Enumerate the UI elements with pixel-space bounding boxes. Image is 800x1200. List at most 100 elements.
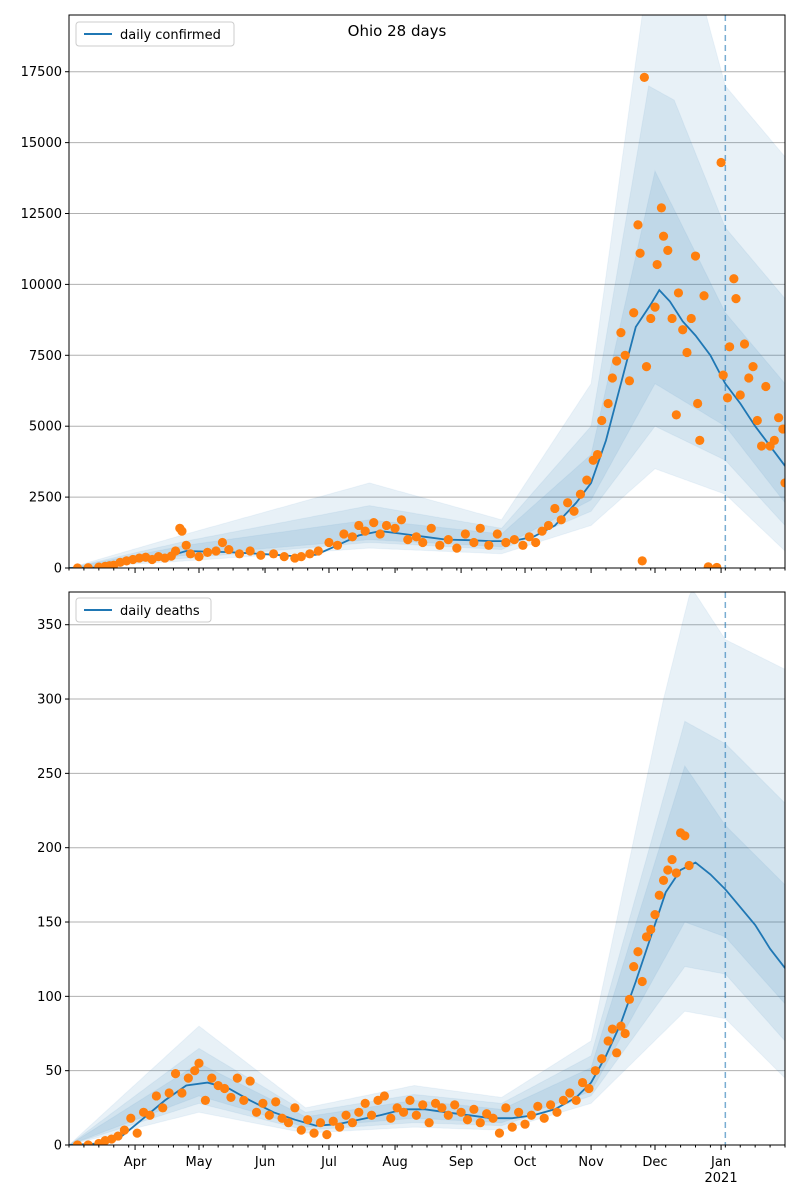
data-point — [437, 1103, 447, 1113]
data-point — [650, 909, 660, 920]
data-point — [624, 376, 635, 386]
data-point — [200, 1095, 210, 1106]
data-point — [671, 868, 681, 878]
x-tick-label: Apr — [124, 1155, 147, 1170]
data-point — [460, 529, 470, 539]
data-point — [239, 1095, 249, 1106]
data-point — [324, 537, 334, 548]
y-tick-label: 10000 — [21, 278, 62, 293]
data-point — [494, 1128, 505, 1138]
data-point — [724, 342, 735, 352]
data-point — [646, 313, 656, 324]
data-point — [612, 1048, 622, 1058]
plot-area — [69, 592, 785, 1145]
data-point — [390, 523, 400, 533]
data-point — [695, 435, 705, 445]
data-point — [126, 1113, 136, 1123]
data-point — [565, 1088, 575, 1098]
data-point — [518, 540, 528, 550]
data-point — [219, 1083, 230, 1094]
data-point — [360, 1098, 370, 1108]
data-point — [484, 540, 494, 550]
data-point — [703, 562, 713, 568]
data-point — [332, 540, 343, 550]
x-tick-label: Nov — [578, 1155, 604, 1170]
data-point — [633, 220, 643, 230]
data-point — [224, 544, 234, 555]
y-tick-label: 100 — [37, 990, 62, 1005]
data-point — [113, 1131, 123, 1141]
data-point — [663, 245, 673, 255]
data-point — [571, 1095, 581, 1106]
data-point — [718, 370, 728, 380]
data-point — [296, 552, 306, 562]
data-point — [424, 1118, 434, 1128]
data-point — [279, 552, 289, 562]
data-point — [584, 1083, 594, 1094]
data-point — [639, 72, 649, 82]
data-point — [524, 532, 534, 542]
data-point — [488, 1113, 498, 1123]
data-point — [620, 350, 630, 360]
data-point — [264, 1110, 274, 1120]
chart-bottom-panel: 0 50 100 150 200 250 300 350 Apr May Jun Jul Aug Sep O… — [37, 591, 786, 1186]
data-point — [592, 449, 603, 460]
data-point — [712, 562, 722, 568]
x-tick-label: Jul — [320, 1155, 337, 1170]
data-point — [537, 526, 547, 536]
plot-area — [69, 15, 785, 568]
data-point — [563, 498, 573, 508]
data-point — [620, 1028, 630, 1039]
data-point — [612, 356, 622, 366]
data-point — [170, 1069, 181, 1079]
data-point — [256, 550, 266, 560]
data-point — [398, 1107, 409, 1117]
data-point — [780, 478, 785, 488]
data-point — [418, 1100, 428, 1110]
data-point — [83, 563, 93, 568]
data-point — [296, 1125, 306, 1135]
data-point — [501, 1103, 511, 1113]
data-point — [381, 520, 392, 531]
data-point — [699, 291, 709, 301]
data-point — [739, 339, 750, 349]
data-point — [658, 231, 669, 241]
y-tick-label: 200 — [37, 841, 62, 856]
data-point — [667, 854, 677, 865]
data-point — [729, 274, 739, 284]
data-point — [682, 347, 692, 358]
data-point — [181, 540, 191, 550]
data-point — [303, 1115, 313, 1125]
x-tick-label: Dec — [642, 1155, 667, 1170]
data-point — [686, 313, 696, 324]
data-point — [575, 489, 586, 499]
data-point — [526, 1110, 537, 1120]
x-tick-label: Jun — [254, 1155, 275, 1170]
confidence-band — [69, 592, 785, 1145]
legend-box — [75, 21, 235, 47]
data-point — [245, 1076, 255, 1086]
legend-top: daily confirmed — [75, 21, 235, 47]
y-tick-label: 300 — [37, 693, 62, 708]
data-point — [245, 546, 255, 556]
data-point — [629, 308, 639, 318]
data-point — [556, 515, 566, 525]
x-tick-label: Aug — [382, 1155, 407, 1170]
data-point — [629, 962, 639, 972]
data-point — [774, 413, 784, 423]
data-point — [716, 157, 726, 168]
data-point — [277, 1113, 287, 1123]
data-point — [283, 1118, 294, 1128]
y-tick-label: 150 — [37, 916, 62, 931]
confidence-band — [69, 169, 785, 568]
data-point — [514, 1107, 524, 1117]
data-point — [315, 1118, 326, 1128]
data-point — [392, 1103, 402, 1113]
data-point — [430, 1098, 441, 1108]
y-tick-label: 7500 — [29, 349, 62, 364]
data-point — [690, 251, 701, 261]
y-tick-label: 0 — [54, 562, 62, 577]
data-point — [411, 532, 421, 542]
data-point — [158, 1103, 168, 1113]
data-point — [202, 547, 213, 558]
